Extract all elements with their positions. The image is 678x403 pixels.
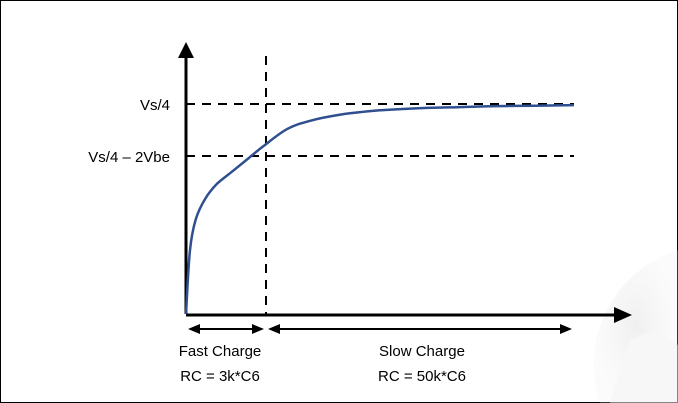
- fast-charge-right-arrow: [252, 324, 264, 334]
- fast-charge-label: Fast Charge: [179, 343, 262, 360]
- y-tick-label-vs4-2vbe: Vs/4 – 2Vbe: [88, 149, 170, 166]
- slow-charge-label: Slow Charge: [379, 343, 465, 360]
- fast-charge-rc-label: RC = 3k*C6: [180, 368, 260, 385]
- slow-charge-rc-label: RC = 50k*C6: [378, 368, 466, 385]
- fast-charge-left-arrow: [188, 324, 200, 334]
- watermark-logo: [593, 250, 678, 403]
- x-axis-arrow: [614, 307, 632, 323]
- charge-curve: [184, 103, 575, 315]
- slow-charge-left-arrow: [268, 324, 280, 334]
- slow-charge-right-arrow: [560, 324, 572, 334]
- y-axis-arrow: [178, 42, 194, 58]
- y-tick-label-vs4: Vs/4: [140, 97, 170, 114]
